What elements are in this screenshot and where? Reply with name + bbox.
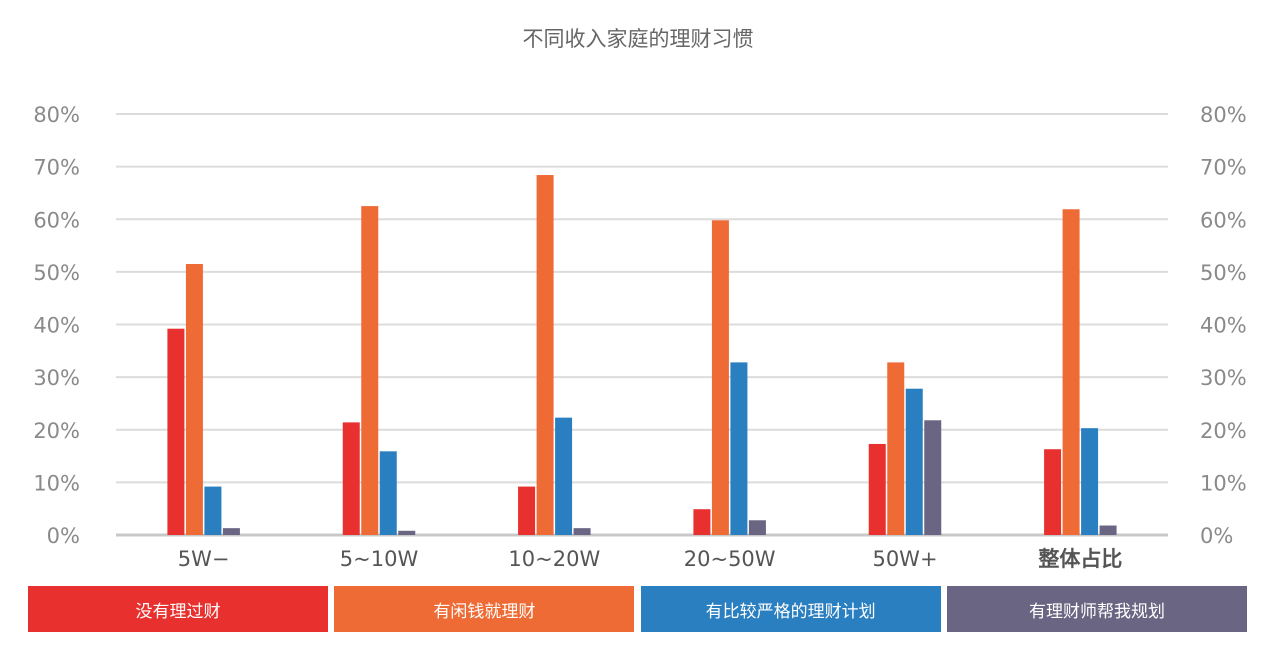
bar [748, 520, 766, 535]
x-tick-label: 20~50W [684, 547, 776, 571]
bar [730, 362, 748, 535]
y-tick-label-right: 30% [1200, 366, 1247, 390]
y-tick-label-right: 60% [1200, 208, 1247, 232]
x-tick-label: 10~20W [508, 547, 600, 571]
bar [342, 422, 360, 535]
bar [167, 328, 185, 535]
legend-label: 有比较严格的理财计划 [705, 601, 876, 622]
y-tick-label-left: 30% [33, 366, 80, 390]
bar [887, 362, 905, 535]
bar [361, 206, 379, 535]
y-tick-label-left: 0% [47, 524, 80, 548]
bar [398, 530, 416, 535]
bar [1099, 525, 1117, 535]
bar [573, 528, 591, 535]
labels-layer: 0% 0% 10% 10% 20% 20% 30% 30% 40% 40% 50% 50% 60% 60%… [33, 103, 1246, 571]
bar [185, 263, 203, 535]
bar [1081, 428, 1099, 535]
bar [868, 443, 886, 535]
bar [905, 388, 923, 535]
bar [222, 528, 240, 535]
x-tick-label: 5~10W [340, 547, 419, 571]
y-tick-label-left: 60% [33, 208, 80, 232]
y-tick-label-right: 70% [1200, 156, 1247, 180]
y-tick-label-right: 80% [1200, 103, 1247, 127]
bar [1044, 449, 1062, 535]
x-tick-label: 50W+ [872, 547, 937, 571]
y-tick-label-right: 0% [1200, 524, 1233, 548]
y-tick-label-left: 80% [33, 103, 80, 127]
bar [555, 417, 573, 535]
legend-item: 有闲钱就理财 [334, 586, 635, 632]
y-tick-label-right: 50% [1200, 261, 1247, 285]
bars-layer [167, 175, 1117, 536]
legend-label: 没有理过财 [135, 601, 221, 622]
x-tick-label: 5W− [178, 547, 230, 571]
y-tick-label-right: 40% [1200, 314, 1247, 338]
bar [711, 220, 729, 536]
grid-layer [116, 113, 1168, 537]
y-tick-label-left: 40% [33, 314, 80, 338]
bar [379, 451, 397, 535]
y-tick-label-left: 70% [33, 156, 80, 180]
legend-label: 有闲钱就理财 [433, 601, 536, 622]
y-tick-label-right: 20% [1200, 419, 1247, 443]
bar [693, 509, 711, 535]
y-tick-label-left: 50% [33, 261, 80, 285]
y-tick-label-right: 10% [1200, 471, 1247, 495]
legend-item: 没有理过财 [28, 586, 328, 632]
legend-item: 有比较严格的理财计划 [640, 586, 941, 632]
bar [204, 486, 222, 535]
bar [518, 486, 536, 535]
x-tick-label: 整体占比 [1038, 547, 1122, 571]
bar [536, 175, 554, 536]
chart-title: 不同收入家庭的理财习惯 [523, 27, 754, 51]
bar [1062, 209, 1080, 535]
bar [924, 420, 942, 535]
y-tick-label-left: 10% [33, 471, 80, 495]
legend-item: 有理财师帮我规划 [946, 586, 1247, 632]
y-tick-label-left: 20% [33, 419, 80, 443]
legend-label: 有理财师帮我规划 [1028, 601, 1165, 622]
